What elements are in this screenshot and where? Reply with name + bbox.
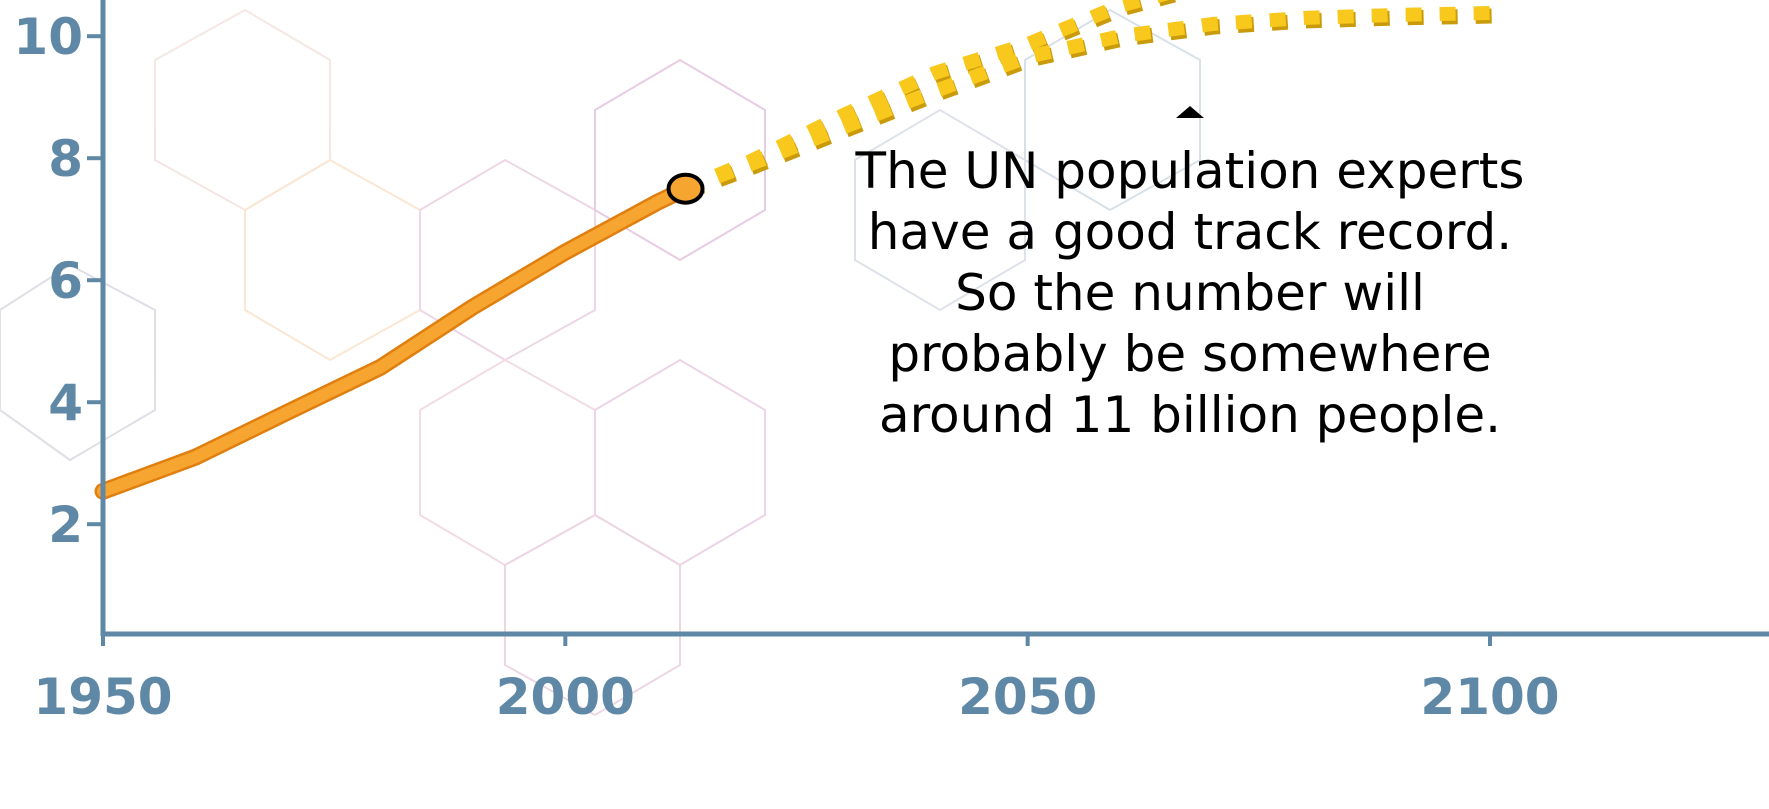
annotation-line: probably be somewhere <box>888 325 1491 383</box>
current-point <box>666 172 705 205</box>
x-tick-label: 1950 <box>33 668 172 726</box>
annotation-pointer <box>1176 106 1204 118</box>
y-tick-label: 6 <box>48 252 83 310</box>
annotation-line: have a good track record. <box>868 203 1512 261</box>
plot-area <box>94 0 1493 500</box>
annotation-line: around 11 billion people. <box>879 386 1501 444</box>
annotation-line: The UN population experts <box>855 142 1525 200</box>
y-tick-label: 2 <box>48 496 83 554</box>
x-tick-label: 2000 <box>496 668 635 726</box>
x-tick-label: 2050 <box>958 668 1097 726</box>
y-tick-label: 10 <box>13 8 83 66</box>
axes: 2 4 6 8 10 1950 2000 2050 2100 <box>13 0 1769 726</box>
annotation-line: So the number will <box>955 264 1425 322</box>
y-tick-label: 8 <box>48 130 83 188</box>
background-pattern <box>0 8 1201 717</box>
history-line <box>97 182 692 498</box>
y-tick-label: 4 <box>48 374 83 432</box>
x-tick-label: 2100 <box>1420 668 1559 726</box>
projection-line <box>683 6 1491 196</box>
